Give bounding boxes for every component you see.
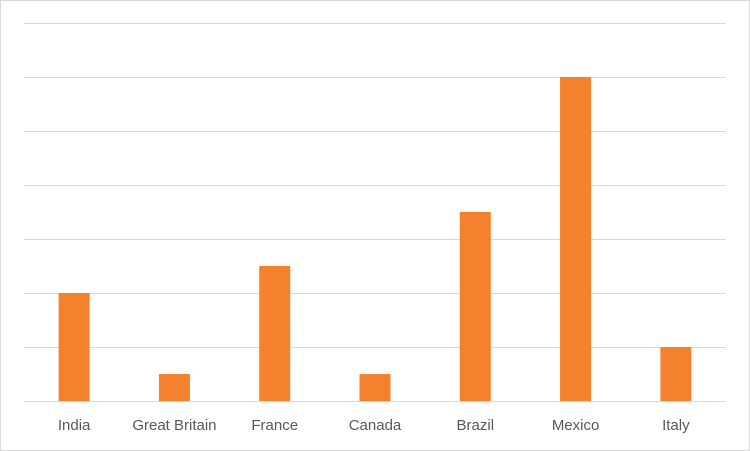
- bar: [259, 266, 291, 401]
- x-tick-label: Italy: [662, 417, 690, 434]
- bar: [58, 293, 90, 401]
- x-tick-label: Great Britain: [132, 417, 216, 434]
- x-tick-label: India: [58, 417, 91, 434]
- bar: [660, 347, 692, 401]
- bar: [158, 374, 190, 401]
- x-tick-label: France: [251, 417, 298, 434]
- bar: [459, 212, 491, 401]
- x-tick-label: Mexico: [552, 417, 600, 434]
- bar: [560, 77, 592, 401]
- x-tick-label: Brazil: [457, 417, 495, 434]
- bar: [359, 374, 391, 401]
- x-tick-label: Canada: [349, 417, 402, 434]
